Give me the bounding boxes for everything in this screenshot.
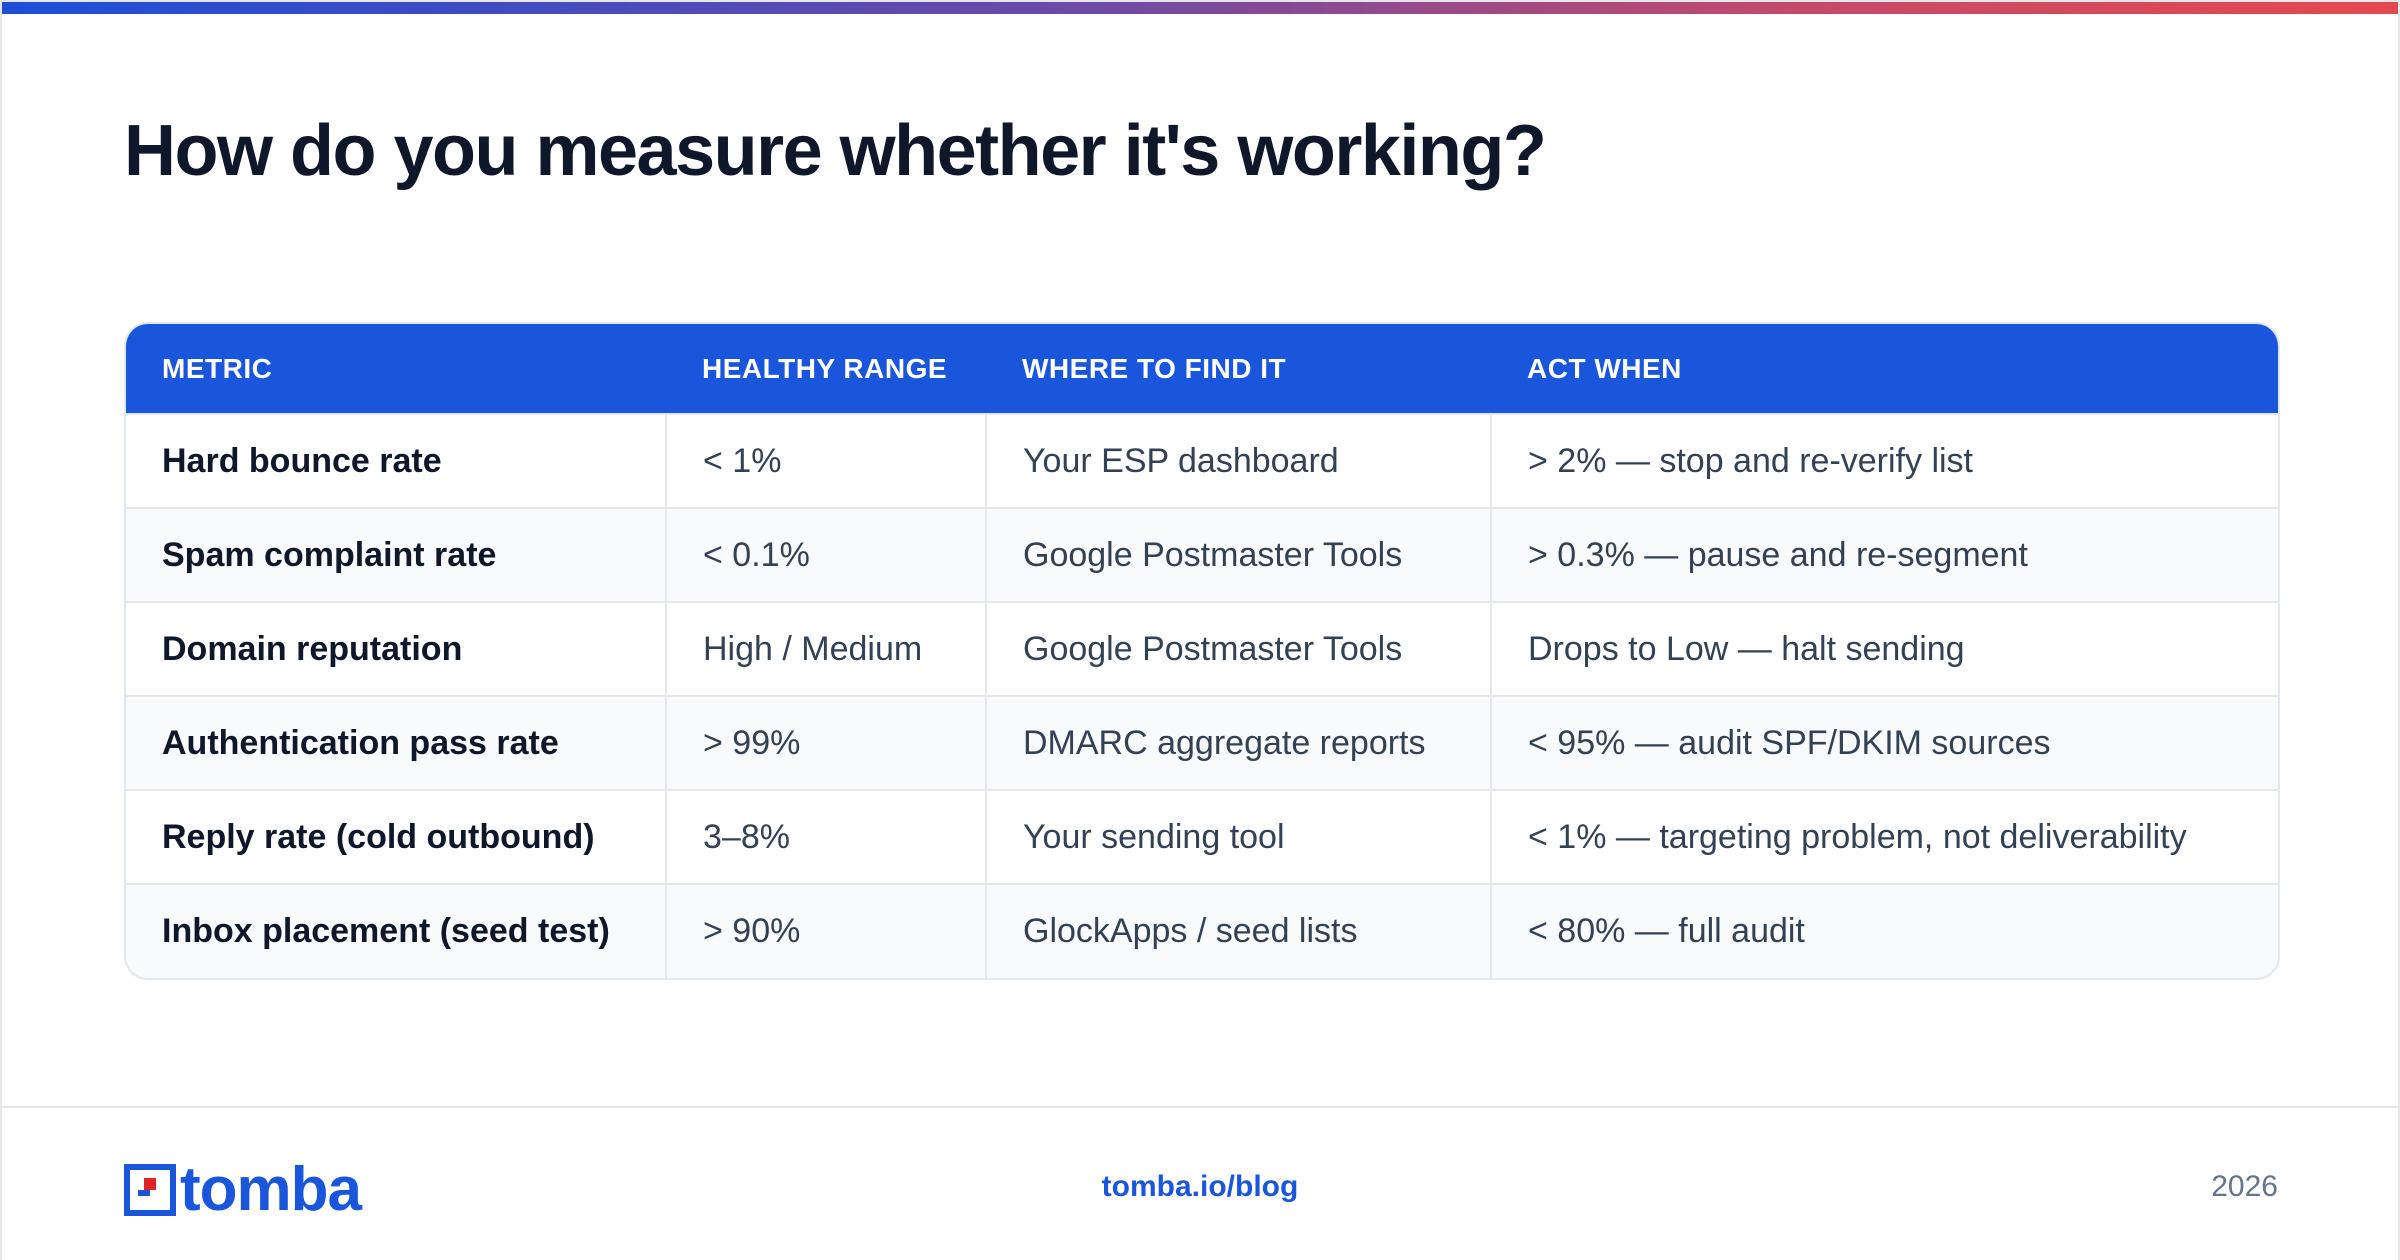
source-cell: Your sending tool	[985, 789, 1491, 884]
footer: tomba tomba.io/blog 2026	[2, 1106, 2398, 1260]
healthy-range-cell: < 1%	[665, 413, 986, 508]
tomba-logo[interactable]: tomba	[124, 1155, 362, 1224]
source-cell: GlockApps / seed lists	[985, 883, 1491, 978]
metric-cell: Hard bounce rate	[126, 413, 666, 508]
source-cell: Your ESP dashboard	[985, 413, 1491, 508]
table-row: Domain reputation High / Medium Google P…	[126, 601, 2278, 696]
healthy-range-cell: 3–8%	[665, 789, 986, 884]
metric-cell: Spam complaint rate	[126, 507, 666, 602]
healthy-range-cell: > 90%	[665, 883, 986, 978]
source-cell: Google Postmaster Tools	[985, 507, 1491, 602]
healthy-range-cell: High / Medium	[665, 601, 986, 696]
metric-cell: Reply rate (cold outbound)	[126, 789, 666, 884]
footer-year: 2026	[2211, 1170, 2278, 1203]
action-cell: < 80% — full audit	[1490, 883, 2278, 978]
table-row: Authentication pass rate > 99% DMARC agg…	[126, 695, 2278, 790]
source-cell: DMARC aggregate reports	[985, 695, 1491, 790]
table-header-row: METRIC HEALTHY RANGE WHERE TO FIND IT AC…	[126, 324, 2278, 414]
metric-cell: Domain reputation	[126, 601, 666, 696]
header-act-when: ACT WHEN	[1491, 324, 2278, 414]
page-title: How do you measure whether it's working?	[124, 111, 1547, 191]
table-row: Hard bounce rate < 1% Your ESP dashboard…	[126, 413, 2278, 508]
action-cell: < 1% — targeting problem, not deliverabi…	[1490, 789, 2278, 884]
header-metric: METRIC	[126, 324, 666, 414]
table-row: Reply rate (cold outbound) 3–8% Your sen…	[126, 789, 2278, 884]
metric-cell: Inbox placement (seed test)	[126, 883, 666, 978]
header-where-to-find: WHERE TO FIND IT	[986, 324, 1491, 414]
action-cell: > 0.3% — pause and re-segment	[1490, 507, 2278, 602]
table-row: Inbox placement (seed test) > 90% GlockA…	[126, 883, 2278, 978]
header-healthy-range: HEALTHY RANGE	[666, 324, 986, 414]
table-row: Spam complaint rate < 0.1% Google Postma…	[126, 507, 2278, 602]
metric-cell: Authentication pass rate	[126, 695, 666, 790]
action-cell: > 2% — stop and re-verify list	[1490, 413, 2278, 508]
healthy-range-cell: > 99%	[665, 695, 986, 790]
metrics-table: METRIC HEALTHY RANGE WHERE TO FIND IT AC…	[126, 324, 2278, 978]
action-cell: < 95% — audit SPF/DKIM sources	[1490, 695, 2278, 790]
healthy-range-cell: < 0.1%	[665, 507, 986, 602]
blog-link[interactable]: tomba.io/blog	[1101, 1170, 1299, 1203]
metrics-table-container: METRIC HEALTHY RANGE WHERE TO FIND IT AC…	[124, 322, 2280, 980]
tomba-logo-icon	[124, 1164, 176, 1216]
action-cell: Drops to Low — halt sending	[1490, 601, 2278, 696]
source-cell: Google Postmaster Tools	[985, 601, 1491, 696]
top-gradient-bar	[2, 2, 2398, 14]
logo-wordmark: tomba	[180, 1155, 362, 1224]
